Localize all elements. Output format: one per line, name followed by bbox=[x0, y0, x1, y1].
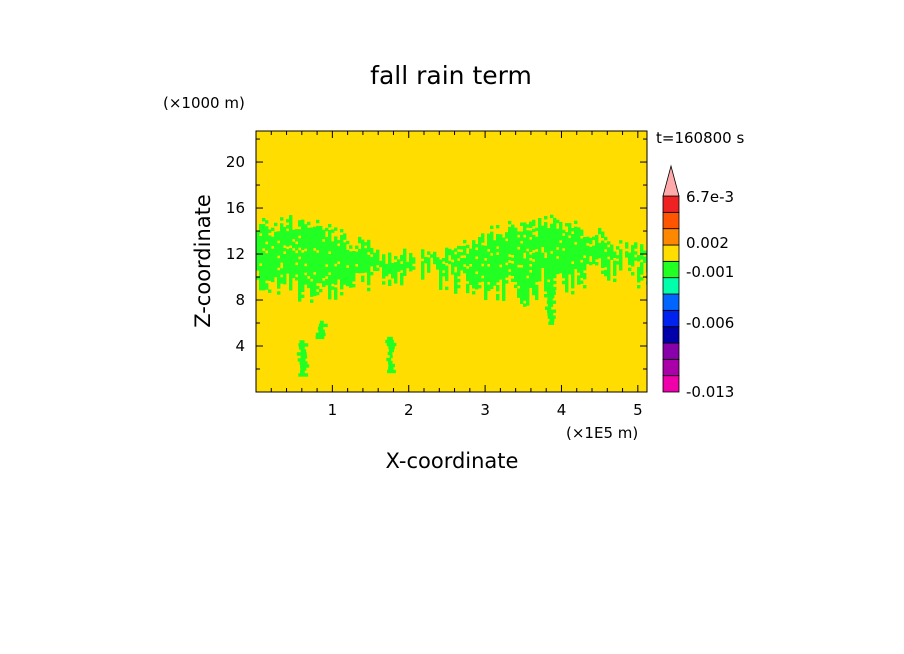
y-axis-title: Z-coordinate bbox=[191, 194, 215, 328]
x-unit-label: (×1E5 m) bbox=[566, 424, 638, 442]
rain-shaft bbox=[544, 288, 557, 325]
negative-band bbox=[256, 214, 647, 307]
y-tick-label: 16 bbox=[226, 199, 245, 217]
colorbar-swatch bbox=[662, 342, 680, 360]
colorbar-swatch bbox=[662, 228, 680, 246]
colorbar-label: 6.7e-3 bbox=[686, 188, 734, 206]
time-label: t=160800 s bbox=[656, 129, 744, 147]
colorbar-label: -0.006 bbox=[686, 314, 734, 332]
colorbar-swatch bbox=[662, 326, 680, 344]
colorbar-swatch bbox=[662, 358, 680, 377]
chart-title: fall rain term bbox=[370, 61, 532, 90]
colorbar-swatch bbox=[662, 277, 680, 295]
colorbar-label: -0.001 bbox=[686, 263, 734, 281]
x-axis-title: X-coordinate bbox=[386, 449, 519, 473]
colorbar: 6.7e-3 0.002 -0.001 -0.006 -0.013 bbox=[662, 164, 734, 401]
colorbar-swatch bbox=[662, 293, 680, 311]
colorbar-label: 0.002 bbox=[686, 234, 729, 252]
colorbar-swatch bbox=[662, 309, 680, 328]
rain-shaft bbox=[296, 340, 310, 377]
plot-frame bbox=[255, 130, 648, 393]
colorbar-swatch bbox=[662, 375, 680, 393]
colorbar-extension bbox=[662, 164, 680, 197]
x-tick-label: 1 bbox=[328, 401, 338, 419]
rain-shaft bbox=[385, 336, 397, 374]
rain-shaft bbox=[315, 320, 328, 340]
plot-area bbox=[256, 131, 647, 392]
x-tick-label: 3 bbox=[480, 401, 490, 419]
y-tick-label: 20 bbox=[226, 153, 245, 171]
y-tick-label: 8 bbox=[235, 291, 245, 309]
colorbar-label: -0.013 bbox=[686, 383, 734, 401]
x-tick-label: 4 bbox=[557, 401, 567, 419]
colorbar-swatch bbox=[662, 195, 680, 213]
y-tick-label: 12 bbox=[226, 245, 245, 263]
colorbar-swatch bbox=[662, 260, 680, 279]
colorbar-swatch bbox=[662, 244, 680, 262]
y-tick-label: 4 bbox=[235, 337, 245, 355]
x-tick-label: 2 bbox=[404, 401, 414, 419]
colorbar-swatch bbox=[662, 211, 680, 230]
y-unit-label: (×1000 m) bbox=[163, 94, 245, 112]
x-tick-label: 5 bbox=[633, 401, 643, 419]
